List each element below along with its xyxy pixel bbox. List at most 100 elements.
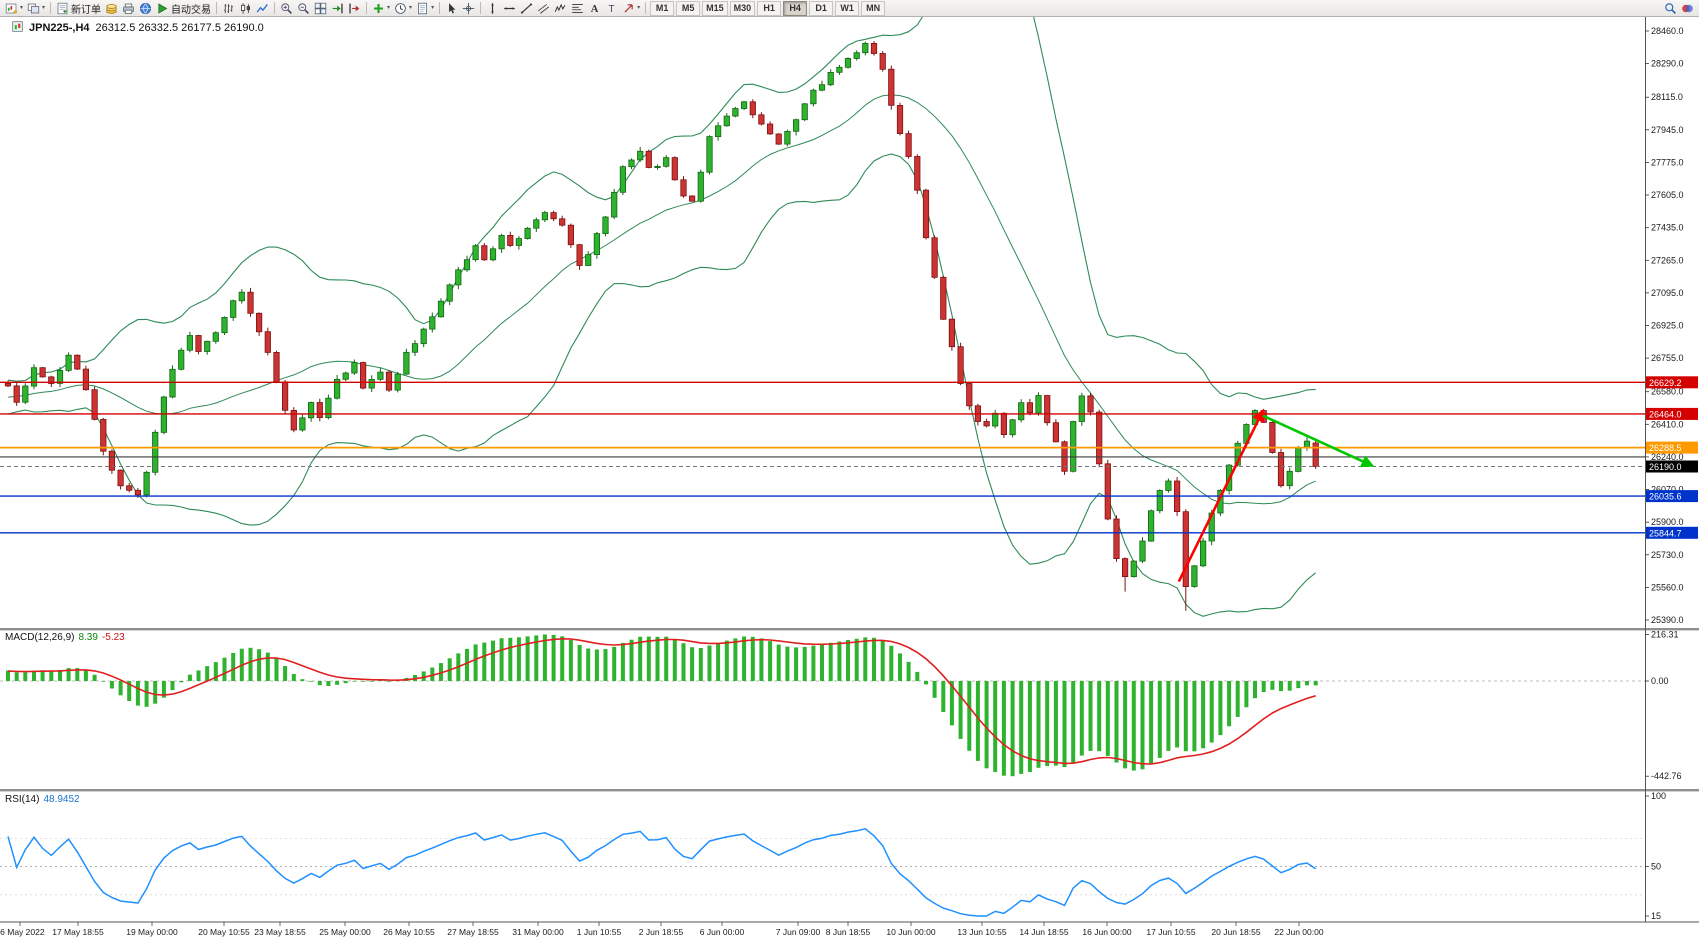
autotrading-button[interactable]: 自动交易 (154, 1, 213, 16)
svg-text:17 Jun 10:55: 17 Jun 10:55 (1146, 927, 1195, 937)
cursor-icon (449, 2, 456, 13)
zoom-in-icon (281, 2, 292, 14)
horizontal-line-button[interactable] (501, 1, 518, 16)
indicators-button[interactable]: ▾ (370, 1, 392, 16)
horizontal-line-icon (504, 7, 515, 9)
fibonacci-icon (572, 3, 583, 13)
toolbar-separator (274, 2, 276, 14)
coins-button[interactable] (103, 1, 120, 16)
cursor-button[interactable] (443, 1, 460, 16)
price-axis[interactable]: 28460.0 28290.0 28115.0 27945.0 27775.0 27605… (1645, 26, 1684, 625)
svg-text:26410.0: 26410.0 (1651, 419, 1684, 429)
zoom-out-icon (298, 2, 309, 14)
panel-divider[interactable] (0, 789, 1699, 792)
price-tag-26629.2: 26629.2 (1646, 376, 1698, 389)
svg-text:23 May 18:55: 23 May 18:55 (254, 927, 306, 937)
equidistant-channel-button[interactable] (535, 1, 552, 16)
svg-text:0.00: 0.00 (1651, 676, 1669, 686)
chart-shift-button[interactable] (346, 1, 363, 16)
vertical-line-button[interactable] (484, 1, 501, 16)
search-button[interactable] (1662, 1, 1679, 16)
community-button[interactable] (1679, 1, 1696, 16)
svg-text:T: T (609, 3, 615, 14)
main-toolbar: ▾ ▾ 新订单 自动交易 ▾ ▾ ▾ A T ▾ M1 M5 M15 M30 H1 H4 D1 W1 MN (0, 0, 1699, 17)
caret-down-icon: ▾ (431, 5, 435, 11)
timeframe-button-d1[interactable]: D1 (809, 0, 834, 16)
text-label-button[interactable]: T (603, 1, 620, 16)
macd-indicator: 216.31 0.00 -442.76 (0, 630, 1682, 781)
svg-text:100: 100 (1651, 791, 1666, 801)
equidistant-channel-icon (538, 3, 550, 14)
svg-text:28460.0: 28460.0 (1651, 26, 1684, 36)
arrows-button[interactable]: ▾ (620, 1, 642, 16)
auto-scroll-button[interactable] (329, 1, 346, 16)
chart-svg[interactable]: 28460.0 28290.0 28115.0 27945.0 27775.0 27605… (0, 17, 1699, 943)
globe-button[interactable] (137, 1, 154, 16)
timeframe-button-h4[interactable]: H4 (783, 0, 808, 16)
price-tag-26464.0: 26464.0 (1646, 407, 1698, 420)
new-chart-button[interactable]: ▾ (3, 1, 25, 16)
bars-chart-button[interactable] (220, 1, 237, 16)
templates-button[interactable]: ▾ (414, 1, 436, 16)
fibonacci-button[interactable] (569, 1, 586, 16)
tile-windows-icon (314, 2, 327, 14)
svg-text:6 Jun 00:00: 6 Jun 00:00 (700, 927, 745, 937)
text-label-icon: T (609, 3, 615, 14)
timeframe-button-m5[interactable]: M5 (676, 0, 701, 16)
svg-text:13 Jun 10:55: 13 Jun 10:55 (957, 927, 1006, 937)
text-button[interactable]: A (586, 1, 603, 16)
elliott-wave-button[interactable] (552, 1, 569, 16)
trend-arrows[interactable] (1177, 408, 1375, 583)
trendline-button[interactable] (518, 1, 535, 16)
auto-scroll-icon (332, 3, 343, 13)
text-icon: A (591, 4, 599, 15)
svg-text:28290.0: 28290.0 (1651, 59, 1684, 69)
chart-area[interactable]: 28460.0 28290.0 28115.0 27945.0 27775.0 27605… (0, 17, 1699, 943)
tile-windows-button[interactable] (312, 1, 329, 16)
line-chart-button[interactable] (254, 1, 271, 16)
timeframe-button-m1[interactable]: M1 (650, 0, 675, 16)
arrows-icon (624, 3, 633, 13)
caret-down-icon: ▾ (20, 5, 24, 11)
chart-canvas[interactable]: 28460.0 28290.0 28115.0 27945.0 27775.0 27605… (0, 17, 1699, 943)
svg-text:16 Jun 00:00: 16 Jun 00:00 (1082, 927, 1131, 937)
svg-text:20 Jun 18:55: 20 Jun 18:55 (1211, 927, 1260, 937)
svg-text:17 May 18:55: 17 May 18:55 (52, 927, 104, 937)
svg-text:27 May 18:55: 27 May 18:55 (447, 927, 499, 937)
toolbar-separator (50, 2, 52, 14)
profiles-button[interactable]: ▾ (25, 1, 47, 16)
svg-text:26035.6: 26035.6 (1649, 492, 1682, 502)
svg-text:A: A (591, 4, 599, 15)
time-axis[interactable]: 16 May 2022 17 May 18:55 19 May 00:00 20 Ma… (0, 922, 1324, 937)
svg-text:19 May 00:00: 19 May 00:00 (126, 927, 178, 937)
candlesticks (4, 41, 1319, 611)
zoom-in-button[interactable] (278, 1, 295, 16)
caret-down-icon: ▾ (409, 5, 413, 11)
new-order-button[interactable]: 新订单 (54, 1, 103, 16)
trend-arrow-up[interactable] (1177, 408, 1265, 583)
timeframe-button-m15[interactable]: M15 (702, 0, 728, 16)
periods-button[interactable]: ▾ (392, 1, 414, 16)
svg-text:27095.0: 27095.0 (1651, 288, 1684, 298)
rsi-indicator: 100 50 15 (0, 791, 1666, 921)
svg-text:20 May 10:55: 20 May 10:55 (198, 927, 250, 937)
crosshair-button[interactable] (460, 1, 477, 16)
svg-text:26240.0: 26240.0 (1651, 452, 1684, 462)
printer-button[interactable] (120, 1, 137, 16)
svg-text:26190.0: 26190.0 (1649, 462, 1682, 472)
svg-text:10 Jun 00:00: 10 Jun 00:00 (886, 927, 935, 937)
panel-divider[interactable] (0, 628, 1699, 631)
chart-background (0, 17, 1699, 943)
timeframe-button-mn[interactable]: MN (861, 0, 886, 16)
svg-text:7 Jun 09:00: 7 Jun 09:00 (776, 927, 821, 937)
trend-arrow-down[interactable] (1262, 414, 1375, 468)
candlestick-chart-button[interactable] (237, 1, 254, 16)
timeframe-button-m30[interactable]: M30 (729, 0, 756, 16)
timeframe-button-h1[interactable]: H1 (757, 0, 782, 16)
horizontal-levels[interactable] (0, 381, 1645, 534)
profiles-icon (27, 3, 40, 13)
svg-text:-442.76: -442.76 (1651, 771, 1682, 781)
bollinger-bands (7, 17, 1317, 617)
timeframe-button-w1[interactable]: W1 (835, 0, 860, 16)
zoom-out-button[interactable] (295, 1, 312, 16)
